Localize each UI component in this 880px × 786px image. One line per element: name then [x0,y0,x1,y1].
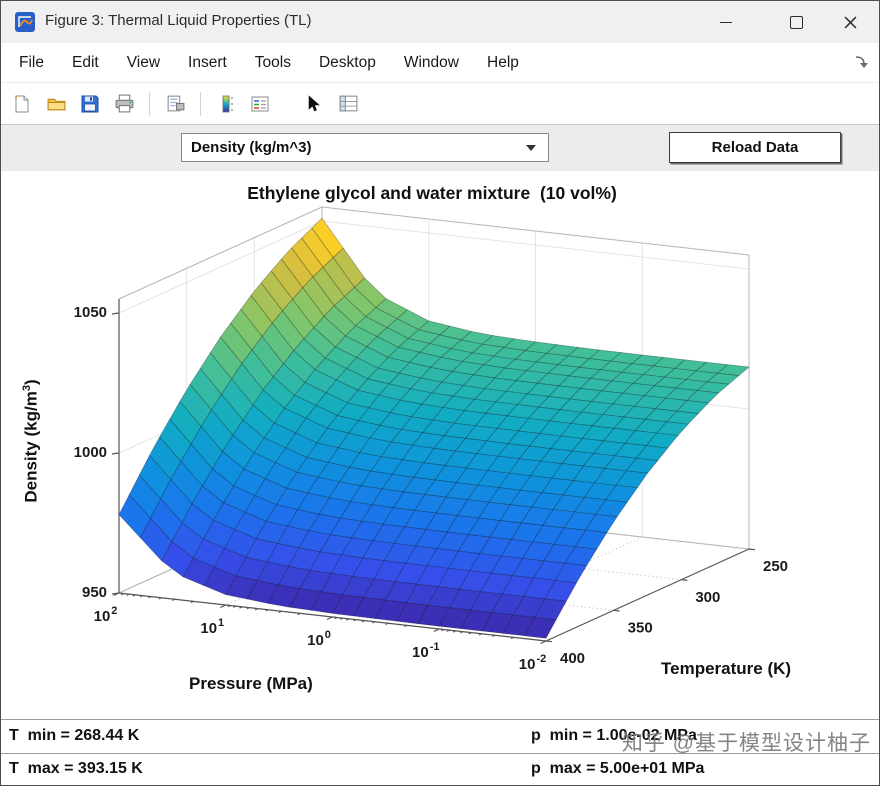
menu-insert[interactable]: Insert [188,53,227,71]
matlab-figure-icon [15,12,35,32]
insert-colorbar-button[interactable] [210,89,242,119]
property-inspector-button[interactable] [332,89,364,119]
pointer-arrow-icon [308,94,320,111]
colorbar-icon [222,95,233,112]
reload-data-label: Reload Data [711,139,799,156]
p-max-value: p max = 5.00e+01 MPa [531,760,705,777]
property-dropdown[interactable]: Density (kg/m^3) [181,133,549,162]
toolbar-separator [200,91,201,116]
z-axis-label: Density (kg/m3) [21,379,41,503]
chevron-down-icon [526,144,536,151]
window-title: Figure 3: Thermal Liquid Properties (TL) [45,12,312,29]
watermark: 知乎 @基于模型设计柚子 [621,732,871,755]
close-icon [844,16,856,28]
menu-window[interactable]: Window [403,53,459,71]
menu-bar: File Edit View Insert Tools Desktop Wind… [1,43,879,83]
reload-data-button[interactable]: Reload Data [669,132,841,163]
figure-toolbar [1,83,879,125]
menu-help[interactable]: Help [487,53,519,71]
edit-plot-button[interactable] [298,89,330,119]
status-divider [1,753,879,754]
property-dropdown-value: Density (kg/m^3) [191,139,312,156]
t-min-value: T min = 268.44 K [9,727,140,744]
print-preview-button[interactable] [159,89,191,119]
minimize-icon [720,21,732,23]
p-min-value: p min = 1.00e-02 MPa [531,727,697,744]
maximize-icon [789,15,803,29]
save-button[interactable] [74,89,106,119]
menu-view[interactable]: View [126,53,161,71]
toolbar-separator [149,91,150,116]
status-panel: T min = 268.44 K T max = 393.15 K p min … [1,719,879,785]
close-button[interactable] [829,7,871,37]
dock-figure-icon[interactable] [853,53,871,71]
menu-edit[interactable]: Edit [71,53,99,71]
legend-icon [251,96,269,111]
new-figure-button[interactable] [6,89,38,119]
menu-file[interactable]: File [19,53,44,71]
open-folder-icon [47,98,65,111]
print-preview-icon [167,95,184,112]
insert-legend-button[interactable] [244,89,276,119]
x-axis-label: Pressure (MPa) [189,674,313,693]
surface-plot-canvas[interactable] [1,161,879,731]
maximize-button[interactable] [775,7,817,37]
table-panel-icon [339,95,357,112]
y-axis-label: Temperature (K) [661,659,792,678]
open-file-button[interactable] [40,89,72,119]
title-bar[interactable]: Figure 3: Thermal Liquid Properties (TL) [1,1,879,43]
t-max-value: T max = 393.15 K [9,760,143,777]
save-floppy-icon [81,95,99,112]
new-document-icon [15,95,29,112]
printer-icon [115,94,133,113]
menu-tools[interactable]: Tools [254,53,291,71]
minimize-button[interactable] [705,7,747,37]
menu-desktop[interactable]: Desktop [318,53,376,71]
plot-title: Ethylene glycol and water mixture (10 vo… [247,183,617,203]
print-button[interactable] [108,89,140,119]
